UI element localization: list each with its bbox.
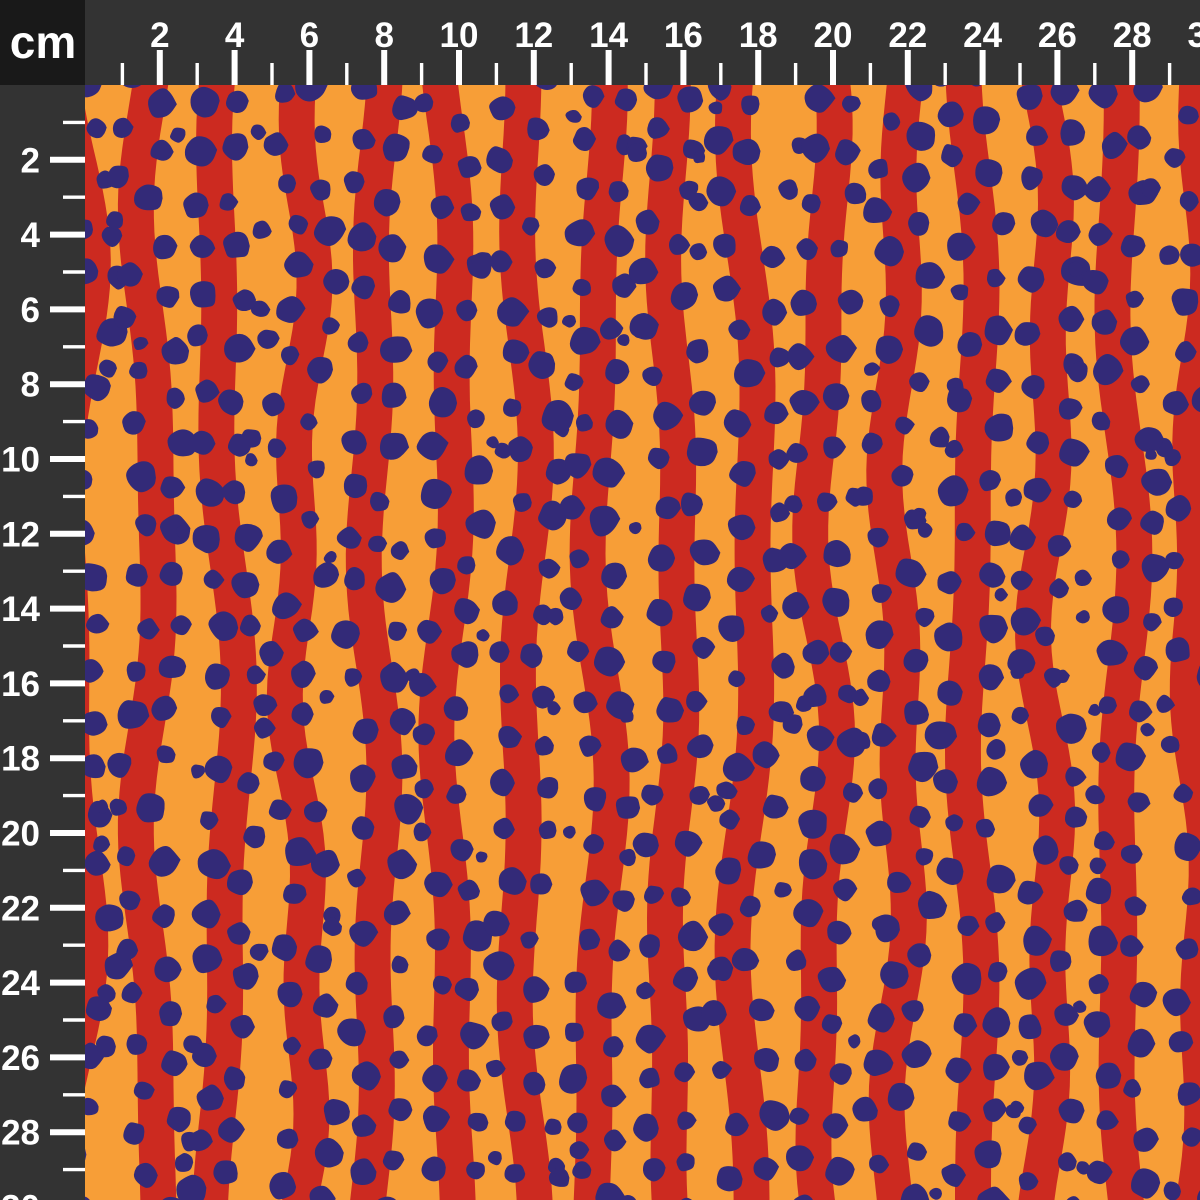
svg-text:8: 8 (21, 366, 40, 405)
svg-text:14: 14 (589, 16, 628, 55)
svg-text:24: 24 (963, 16, 1002, 55)
svg-text:6: 6 (300, 16, 319, 55)
svg-text:28: 28 (1, 1114, 40, 1153)
svg-text:30: 30 (1, 1189, 40, 1200)
svg-text:20: 20 (814, 16, 853, 55)
svg-text:2: 2 (150, 16, 169, 55)
svg-text:16: 16 (1, 665, 40, 704)
svg-text:20: 20 (1, 815, 40, 854)
svg-text:10: 10 (440, 16, 479, 55)
svg-text:cm: cm (10, 16, 76, 68)
svg-text:16: 16 (664, 16, 703, 55)
svg-text:26: 26 (1038, 16, 1077, 55)
svg-text:24: 24 (1, 964, 40, 1003)
svg-text:10: 10 (1, 441, 40, 480)
svg-text:28: 28 (1113, 16, 1152, 55)
svg-text:2: 2 (21, 141, 40, 180)
svg-text:30: 30 (1188, 16, 1200, 55)
svg-text:12: 12 (514, 16, 553, 55)
svg-text:18: 18 (1, 740, 40, 779)
svg-text:22: 22 (1, 889, 40, 928)
svg-text:12: 12 (1, 515, 40, 554)
svg-text:22: 22 (888, 16, 927, 55)
svg-text:14: 14 (1, 590, 40, 629)
svg-text:18: 18 (739, 16, 778, 55)
svg-text:4: 4 (21, 216, 41, 255)
svg-text:4: 4 (225, 16, 245, 55)
svg-text:6: 6 (21, 291, 40, 330)
svg-text:26: 26 (1, 1039, 40, 1078)
svg-text:8: 8 (374, 16, 393, 55)
